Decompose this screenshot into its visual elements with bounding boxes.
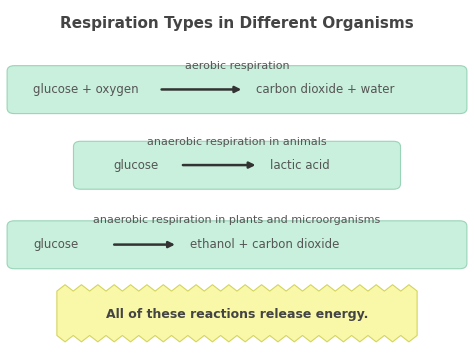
Text: anaerobic respiration in animals: anaerobic respiration in animals [147,137,327,147]
Text: glucose: glucose [33,238,78,251]
Text: glucose + oxygen: glucose + oxygen [33,83,139,96]
Text: aerobic respiration: aerobic respiration [185,61,289,71]
Polygon shape [57,285,417,342]
Text: All of these reactions release energy.: All of these reactions release energy. [106,308,368,321]
Text: anaerobic respiration in plants and microorganisms: anaerobic respiration in plants and micr… [93,215,381,225]
Text: glucose: glucose [114,159,159,171]
Text: carbon dioxide + water: carbon dioxide + water [256,83,394,96]
FancyBboxPatch shape [7,66,467,114]
FancyBboxPatch shape [7,221,467,269]
Text: lactic acid: lactic acid [270,159,330,171]
FancyBboxPatch shape [73,141,401,189]
Text: ethanol + carbon dioxide: ethanol + carbon dioxide [190,238,339,251]
Text: Respiration Types in Different Organisms: Respiration Types in Different Organisms [60,16,414,31]
